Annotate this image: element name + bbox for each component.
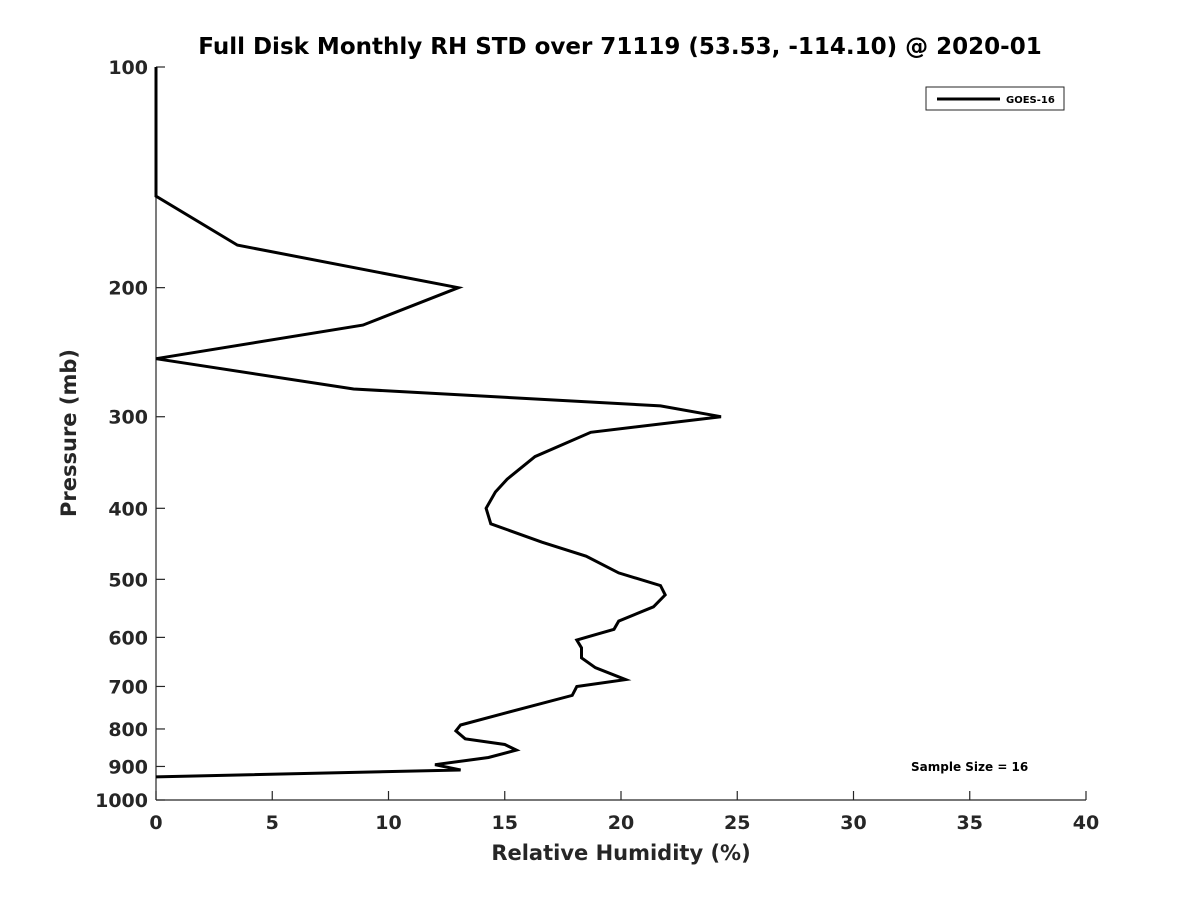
y-tick-label: 400 [108, 498, 148, 520]
x-axis-label: Relative Humidity (%) [491, 841, 750, 865]
x-tick-label: 30 [840, 812, 866, 834]
y-tick-label: 700 [108, 676, 148, 698]
y-tick-label: 500 [108, 569, 148, 591]
series-layer [154, 67, 722, 779]
x-tick-label: 40 [1073, 812, 1099, 834]
y-ticks: 100 200 300 400 500 600 700 800 900 1000 [95, 57, 165, 812]
x-tick-label: 35 [957, 812, 983, 834]
series-line-goes-16 [154, 67, 722, 779]
x-tick-label: 15 [492, 812, 518, 834]
x-tick-label: 5 [266, 812, 279, 834]
y-tick-label: 300 [108, 407, 148, 429]
x-tick-label: 25 [724, 812, 750, 834]
y-tick-label: 100 [108, 57, 148, 79]
x-tick-label: 0 [149, 812, 162, 834]
legend-label-goes-16: GOES-16 [1006, 95, 1055, 106]
y-tick-label: 800 [108, 719, 148, 741]
x-ticks: 0 5 10 15 20 25 30 35 40 [149, 791, 1099, 834]
sample-size-annotation: Sample Size = 16 [911, 760, 1028, 774]
y-tick-label: 200 [108, 278, 148, 300]
y-tick-label: 600 [108, 627, 148, 649]
legend: GOES-16 [925, 86, 1065, 111]
y-tick-label: 900 [108, 756, 148, 778]
x-tick-label: 20 [608, 812, 634, 834]
y-axis-label: Pressure (mb) [57, 349, 81, 517]
y-tick-label: 1000 [95, 790, 148, 812]
x-tick-label: 10 [375, 812, 401, 834]
chart-title: Full Disk Monthly RH STD over 71119 (53.… [198, 34, 1042, 60]
plot-area [155, 67, 1086, 801]
